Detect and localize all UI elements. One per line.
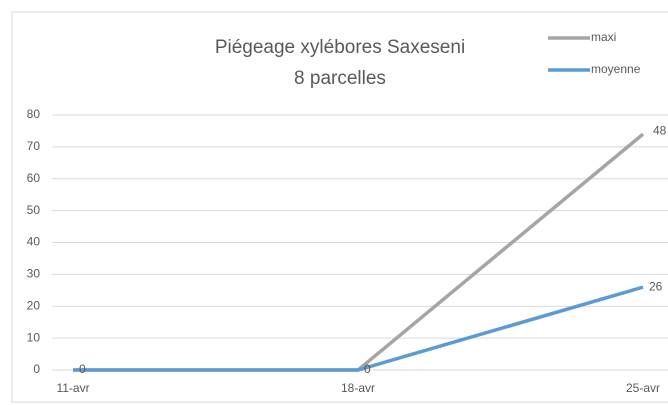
- x-tick-label: 18-avr: [341, 381, 375, 395]
- y-tick-label: 60: [27, 171, 41, 185]
- series-line: [73, 285, 644, 372]
- y-tick-label: 0: [33, 362, 40, 376]
- data-label: 0: [364, 362, 371, 376]
- y-tick-label: 80: [27, 107, 41, 121]
- y-tick-label: 70: [27, 139, 41, 153]
- y-tick-label: 40: [27, 235, 41, 249]
- data-label: 26: [649, 279, 663, 293]
- legend-label: maxi: [591, 30, 616, 44]
- legend-label: moyenne: [591, 62, 641, 76]
- y-tick-label: 30: [27, 267, 41, 281]
- x-tick-label: 11-avr: [56, 381, 89, 395]
- chart-title: Piégeage xylébores Saxeseni: [215, 37, 465, 58]
- chart-border: [11, 11, 668, 403]
- chart-subtitle: 8 parcelles: [294, 68, 386, 89]
- data-label: 0: [79, 362, 86, 376]
- y-tick-label: 50: [27, 203, 41, 217]
- y-tick-label: 20: [27, 298, 41, 312]
- y-tick-label: 10: [27, 330, 41, 344]
- x-tick-label: 25-avr: [626, 381, 660, 395]
- annotation: 48: [653, 123, 667, 137]
